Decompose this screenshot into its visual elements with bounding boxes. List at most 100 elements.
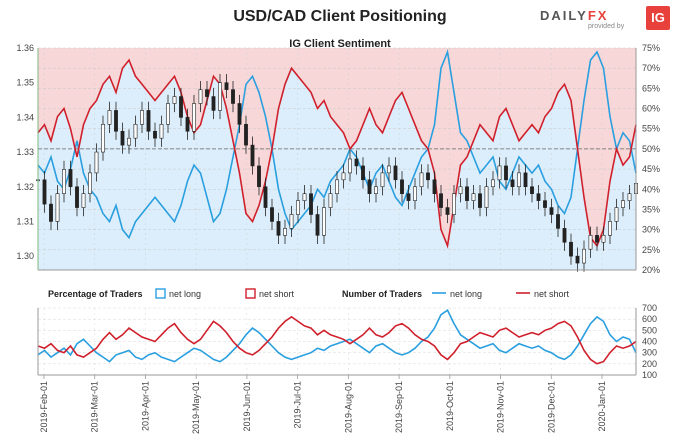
candle-body — [211, 96, 216, 111]
candle-body — [426, 172, 430, 181]
candle-body — [601, 235, 606, 243]
candle-body — [49, 203, 53, 222]
candle-body — [328, 193, 333, 208]
candle-body — [62, 169, 66, 194]
candle-body — [406, 193, 411, 201]
candle-body — [309, 193, 313, 215]
price-tick-label: 1.31 — [16, 216, 34, 226]
candle-body — [341, 172, 346, 181]
candle-body — [458, 186, 463, 194]
candle-body — [400, 179, 404, 194]
price-tick-label: 1.33 — [16, 147, 34, 157]
logo-wordmark: DAILYFX — [540, 8, 609, 23]
x-tick-label: 2019-May-01 — [191, 381, 201, 434]
candle-body — [146, 110, 151, 132]
candle-body — [166, 103, 170, 125]
candle-body — [562, 228, 567, 243]
candle-body — [231, 89, 235, 104]
count-tick-label: 500 — [642, 325, 657, 335]
x-tick-label: 2019-Aug-01 — [343, 381, 353, 433]
candle-body — [244, 124, 248, 146]
candle-body — [198, 89, 203, 104]
candle-body — [159, 124, 164, 139]
candle-body — [179, 96, 183, 118]
percent-tick-label: 40% — [642, 184, 660, 194]
candle-body — [588, 235, 593, 250]
candle-body — [283, 228, 287, 236]
legend-num-short-text: net short — [534, 289, 570, 299]
percent-tick-label: 65% — [642, 83, 660, 93]
dailyfx-logo: DAILYFX provided by IG — [540, 6, 670, 32]
x-tick-label: 2019-Mar-01 — [90, 381, 100, 433]
legend-pct-long-text: net long — [169, 289, 201, 299]
candle-body — [172, 96, 177, 104]
candle-body — [263, 186, 268, 208]
legend-num-label: Number of Traders — [342, 289, 422, 299]
legend-num-long-text: net long — [450, 289, 482, 299]
x-tick-label: 2019-Dec-01 — [546, 381, 556, 433]
candle-body — [445, 207, 450, 215]
candle-body — [627, 193, 632, 201]
candle-body — [413, 186, 417, 201]
candle-body — [192, 103, 196, 132]
x-tick-label: 2019-Jun-01 — [242, 381, 252, 432]
candle-body — [530, 186, 534, 194]
x-tick-label: 2019-Jul-01 — [293, 381, 303, 429]
bottom-panel-bg — [38, 308, 636, 375]
price-tick-label: 1.34 — [16, 112, 34, 122]
candle-body — [621, 200, 625, 208]
x-tick-label: 2019-Nov-01 — [496, 381, 506, 433]
candle-body — [354, 158, 359, 167]
candle-body — [569, 241, 573, 257]
candle-body — [296, 200, 300, 215]
candle-body — [543, 200, 547, 208]
legend-pct-long-box — [155, 288, 166, 299]
count-tick-label: 100 — [642, 370, 657, 380]
candle-body — [55, 193, 60, 222]
price-tick-label: 1.35 — [16, 78, 34, 88]
candle-body — [582, 248, 586, 264]
candle-body — [270, 207, 274, 222]
candle-body — [465, 186, 469, 201]
candle-body — [348, 158, 352, 174]
price-tick-label: 1.32 — [16, 182, 34, 192]
candle-body — [439, 193, 443, 208]
candle-body — [614, 207, 619, 222]
candle-body — [81, 193, 86, 208]
candle-body — [575, 255, 580, 264]
logo-provided-by: provided by — [588, 23, 625, 30]
x-tick-label: 2019-Sep-01 — [394, 381, 404, 433]
candle-body — [523, 172, 528, 188]
count-tick-label: 200 — [642, 359, 657, 369]
candle-body — [302, 193, 307, 201]
percent-tick-label: 45% — [642, 164, 660, 174]
percent-tick-label: 30% — [642, 225, 660, 235]
long-area-fill — [38, 60, 636, 270]
candle-body — [471, 193, 476, 201]
count-tick-label: 400 — [642, 337, 657, 347]
net-short-pct-line — [37, 58, 637, 249]
ig-badge-icon: IG — [646, 6, 670, 30]
candle-body — [387, 165, 391, 174]
candle-body — [504, 165, 508, 181]
candle-body — [315, 214, 320, 236]
sentiment-subtitle: IG Client Sentiment — [289, 38, 391, 50]
count-tick-label: 600 — [642, 314, 657, 324]
percent-tick-label: 70% — [642, 63, 660, 73]
percent-tick-label: 60% — [642, 104, 660, 114]
candle-body — [432, 179, 437, 194]
legend-pct-label: Percentage of Traders — [48, 289, 143, 299]
candle-body — [595, 235, 599, 243]
candle-body — [127, 137, 131, 146]
count-tick-label: 300 — [642, 348, 657, 358]
candle-body — [237, 103, 242, 125]
candle-body — [374, 186, 378, 194]
candle-body — [536, 193, 541, 201]
candle-body — [224, 82, 229, 90]
candle-body — [107, 110, 112, 125]
candle-body — [276, 221, 281, 236]
candle-body — [497, 165, 502, 181]
legend-pct-short-text: net short — [259, 289, 295, 299]
candle-body — [491, 179, 495, 188]
